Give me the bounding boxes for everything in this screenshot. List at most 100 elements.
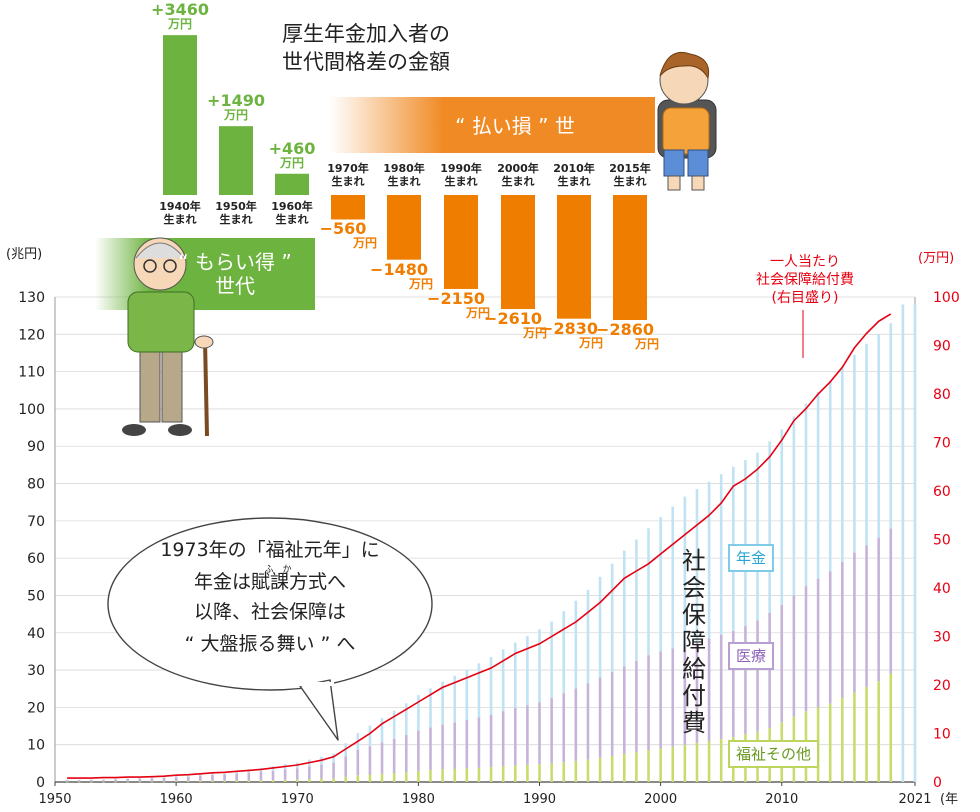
y-tick-label: 120: [18, 327, 45, 343]
bar-welfare: [138, 781, 142, 783]
bar-medical: [259, 771, 263, 781]
bar-pension: [707, 481, 711, 639]
bar-pension: [877, 334, 880, 538]
bar-pension: [586, 589, 590, 684]
bar-welfare: [489, 767, 493, 782]
bar-medical: [780, 604, 784, 723]
bar-pension: [417, 695, 420, 731]
bar-welfare: [622, 754, 626, 782]
gap-bar-value: −560 万円: [303, 221, 383, 251]
bar-medical: [574, 688, 578, 762]
gap-value-unit: 万円: [634, 336, 659, 351]
bar-pension: [853, 354, 856, 553]
bar-medical: [477, 717, 481, 768]
bar-medical: [235, 773, 238, 781]
y2-tick-label: 100: [933, 290, 960, 306]
per-capita-label-line: (右目盛り): [771, 290, 839, 306]
x-unit-label: (年: [940, 792, 958, 807]
bar-medical: [635, 660, 638, 753]
bar-medical: [489, 714, 493, 768]
bar-welfare: [150, 781, 154, 783]
bar-pension: [150, 777, 154, 779]
shoe: [122, 424, 146, 436]
bar-medical: [65, 780, 69, 782]
y2-tick-label: 20: [933, 678, 951, 694]
x-tick-label: 1970: [281, 792, 314, 807]
bar-pension: [489, 657, 493, 715]
y2-tick-label: 50: [933, 533, 951, 549]
bar-welfare: [550, 763, 553, 782]
bar-medical: [865, 545, 868, 687]
bar-pension: [199, 773, 202, 776]
bar-welfare: [598, 757, 602, 782]
bar-medical: [732, 630, 735, 738]
bar-pension: [114, 778, 117, 780]
bar-medical: [417, 730, 420, 771]
bar-welfare: [659, 748, 662, 782]
bar-welfare: [586, 759, 590, 782]
bar-medical: [320, 764, 323, 779]
gap-bar-value: −1480 万円: [359, 261, 439, 292]
gap-value-unit: 万円: [578, 335, 603, 350]
per-capita-line: [67, 313, 892, 779]
bar-medical: [768, 612, 771, 728]
bar-welfare: [344, 776, 348, 782]
bar-pension: [404, 703, 408, 735]
gap-bar-negative: [331, 195, 365, 220]
bar-medical: [610, 671, 614, 756]
bar-pension: [501, 649, 505, 712]
bar-pension: [792, 416, 796, 596]
gap-value-number: −2860: [596, 319, 654, 339]
bar-pension: [828, 380, 832, 572]
loss-band-label: “ 払い損 ” 世: [455, 114, 575, 138]
bar-pension: [465, 669, 469, 721]
y-tick-label: 90: [27, 439, 45, 455]
bar-medical: [211, 774, 214, 781]
y2-tick-label: 10: [933, 727, 951, 743]
bar-pension: [683, 496, 687, 646]
gap-bar-negative: [387, 195, 421, 260]
gap-bar-label: 1960年 生まれ: [271, 200, 313, 226]
bar-medical: [380, 742, 384, 774]
y-tick-label: 100: [18, 402, 45, 418]
bar-pension: [647, 528, 650, 656]
gap-value-unit: 万円: [522, 326, 547, 341]
bar-medical: [465, 720, 469, 769]
bar-welfare: [574, 761, 578, 782]
gap-bar-value: −2830 万円: [529, 320, 609, 351]
gap-bar-label: 1980年 生まれ: [383, 162, 425, 188]
loss-band: [330, 97, 655, 153]
gap-value-number: +3460: [151, 0, 209, 20]
bar-medical: [404, 734, 408, 773]
bar-welfare: [526, 764, 529, 782]
leg: [691, 175, 705, 191]
bar-pension: [65, 779, 69, 781]
bubble-ruby: ふ か: [264, 565, 292, 575]
bar-medical: [441, 724, 444, 770]
gap-value-number: −2150: [427, 288, 485, 308]
per-capita-label-line: 社会保障給付費: [756, 272, 854, 288]
y2-tick-label: 40: [933, 581, 951, 597]
y-axis-label: (兆円): [6, 247, 42, 262]
y-tick-label: 130: [18, 290, 45, 306]
bar-welfare: [65, 781, 69, 783]
y2-tick-label: 70: [933, 436, 951, 452]
bar-pension: [538, 629, 541, 703]
bar-welfare: [392, 773, 396, 782]
x-tick-label: 2010: [765, 792, 798, 807]
bar-pension: [865, 343, 868, 546]
bar-welfare: [368, 774, 372, 782]
gap-bar-negative: [444, 195, 478, 289]
bar-welfare: [186, 781, 190, 782]
bar-welfare: [295, 779, 299, 782]
x-tick-label: 2000: [644, 792, 677, 807]
gap-value-unit: 万円: [167, 17, 192, 32]
bar-welfare: [223, 780, 226, 782]
gap-bar-label: 2015年 生まれ: [609, 162, 651, 188]
bar-pension: [453, 675, 457, 723]
bubble-line: 1973年の「福祉元年」に: [160, 539, 380, 561]
shorts-left: [663, 149, 685, 177]
bar-welfare: [647, 750, 650, 782]
bar-welfare: [889, 673, 893, 782]
